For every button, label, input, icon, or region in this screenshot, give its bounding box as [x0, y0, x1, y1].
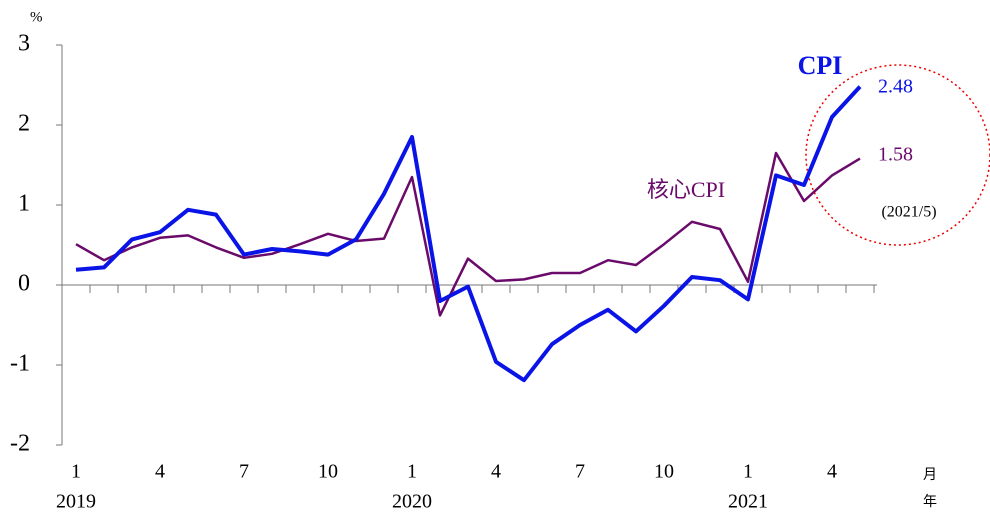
series-line — [75, 151, 861, 317]
x-tick-label: 1 — [71, 461, 81, 483]
series-line — [75, 85, 862, 383]
y-tick-label: 0 — [18, 271, 30, 297]
x-tick-label: 1 — [743, 461, 753, 483]
x-tick-label: 7 — [239, 461, 249, 483]
year-label: 2020 — [392, 491, 432, 513]
y-tick-label: 1 — [18, 191, 30, 217]
x-tick-label: 4 — [491, 461, 501, 483]
x-tick-label: 10 — [318, 461, 338, 483]
y-unit: % — [30, 9, 43, 25]
series-label: 核心CPI — [647, 177, 725, 202]
x-tick-label: 4 — [827, 461, 837, 483]
y-tick-label: -2 — [10, 431, 30, 457]
x-unit-year: 年 — [923, 494, 937, 510]
x-tick-label: 4 — [155, 461, 165, 483]
y-tick-label: 2 — [18, 111, 30, 137]
y-tick-label: -1 — [10, 351, 30, 377]
y-tick-label: 3 — [18, 31, 30, 57]
highlight-circle — [805, 64, 990, 246]
x-unit-month: 月 — [923, 467, 937, 483]
end-value-label: 1.58 — [878, 144, 913, 166]
date-note: (2021/5) — [881, 204, 936, 221]
x-tick-label: 7 — [575, 461, 585, 483]
x-tick-label: 1 — [407, 461, 417, 483]
series-label: CPI — [798, 51, 843, 80]
year-label: 2019 — [56, 491, 96, 513]
x-tick-label: 10 — [654, 461, 674, 483]
end-value-label: 2.48 — [878, 76, 913, 98]
year-label: 2021 — [728, 491, 768, 513]
